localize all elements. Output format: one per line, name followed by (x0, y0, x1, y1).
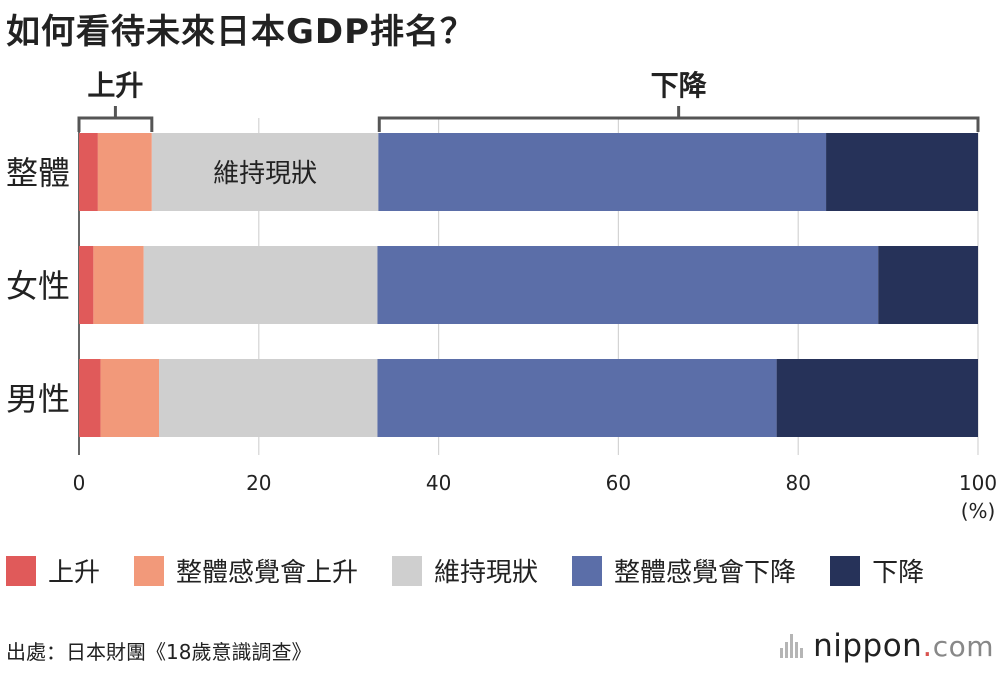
bars (79, 133, 978, 437)
brand-logo: nippon.com (780, 628, 994, 664)
bar-segment (79, 359, 101, 437)
category-label: 女性 (6, 267, 70, 305)
brand-tld: com (932, 630, 994, 663)
brackets: 上升 下降 (77, 69, 980, 132)
brand-name: nippon (813, 628, 923, 664)
bracket-label: 下降 (651, 69, 708, 102)
brand-bars-icon (780, 634, 805, 658)
bracket-line (377, 116, 980, 132)
chart-title: 如何看待未來日本GDP排名？ (6, 12, 476, 52)
category-label: 男性 (6, 380, 70, 418)
bar-segment (159, 359, 378, 437)
bar-segment (100, 359, 160, 437)
x-tick-label: 40 (426, 471, 451, 495)
legend-swatch (830, 555, 861, 586)
bar-segment (97, 133, 152, 211)
bar-segment (377, 246, 879, 324)
legend-label: 整體感覺會下降 (614, 558, 797, 588)
x-unit-label: (%) (961, 499, 996, 523)
bar-segment (79, 133, 98, 211)
source-note: 出處：日本財團《18歲意識調查》 (6, 640, 312, 664)
legend-label: 整體感覺會上升 (176, 558, 359, 588)
x-tick-label: 0 (73, 471, 86, 495)
bar-segment (143, 246, 378, 324)
bar-segment (378, 133, 827, 211)
legend-swatch (134, 555, 165, 586)
legend-item: 維持現狀 (392, 552, 538, 589)
legend-item: 整體感覺會下降 (572, 552, 796, 589)
legend-label: 下降 (872, 558, 925, 588)
bar-segment (79, 246, 94, 324)
x-tick-label: 60 (606, 471, 631, 495)
x-tick-label: 80 (785, 471, 810, 495)
bar-segment (826, 133, 978, 211)
legend: 上升 整體感覺會上升 維持現狀 整體感覺會下降 下降 (6, 552, 958, 589)
legend-swatch (392, 555, 423, 586)
bar-segment (776, 359, 978, 437)
legend-label: 上升 (48, 558, 101, 588)
brand-dot: . (922, 628, 933, 664)
bracket-line (77, 116, 154, 132)
legend-label: 維持現狀 (434, 558, 539, 588)
bar-segment (377, 359, 777, 437)
bar-segment (93, 246, 144, 324)
x-tick-label: 100 (959, 471, 997, 495)
legend-item: 整體感覺會上升 (134, 552, 358, 589)
legend-swatch (572, 555, 603, 586)
legend-swatch (6, 555, 36, 586)
bracket-label: 上升 (87, 69, 143, 102)
inline-segment-label: 維持現狀 (213, 159, 317, 189)
bar-segment (151, 133, 379, 211)
bar-segment (878, 246, 978, 324)
x-tick-label: 20 (246, 471, 271, 495)
category-label: 整體 (6, 154, 70, 192)
legend-item: 下降 (830, 552, 924, 589)
legend-item: 上升 (6, 552, 100, 589)
